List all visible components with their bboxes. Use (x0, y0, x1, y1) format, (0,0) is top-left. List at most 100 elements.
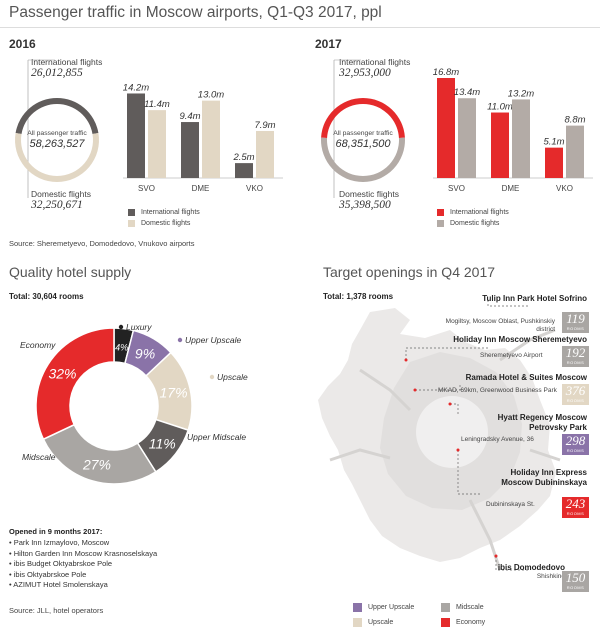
bars-2016: 14.2m 11.4m SVO 9.4m 13.0m DME 2.5m 7.9m VKO (123, 82, 283, 193)
marker-ramada (413, 388, 417, 392)
bar (148, 110, 166, 178)
bar-value-label: 11.4m (144, 99, 170, 110)
bar-value-label: 7.9m (254, 120, 275, 131)
slice-category-label: Upscale (217, 372, 248, 382)
legend-dot (179, 434, 185, 440)
year-2017-label: 2017 (315, 37, 342, 51)
bar-value-label: 16.8m (433, 67, 459, 78)
rooms-count: 119 (566, 311, 585, 326)
rooms-badge: 376 ROOMS (562, 384, 589, 405)
slice-value-label: 9% (135, 345, 155, 361)
openings-legend-left: Upper Upscale Upscale (353, 603, 453, 627)
hotel-address: Mogiltsy, Moscow Oblast, Pushkinskiy dis… (445, 318, 555, 333)
rooms-badge: 192 ROOMS (562, 346, 589, 367)
bar (458, 98, 476, 178)
legend-label: Midscale (456, 604, 484, 611)
openings-total: Total: 1,378 rooms (323, 292, 394, 301)
opening-item-hyatt: Hyatt Regency Moscow Petrovsky Park (467, 413, 587, 433)
legend-2017: International flights Domestic flights (437, 209, 509, 227)
hotel-supply-donut-chart: 4% 9% 17% 11% 27% 32% Luxury Upper Upscale Upsca… (20, 322, 248, 485)
rooms-badge: 119 ROOMS (562, 312, 589, 333)
opened-title: Opened in 9 months 2017: (9, 527, 103, 536)
category-label: VKO (246, 184, 263, 193)
bar-value-label: 9.4m (179, 111, 200, 122)
bar (566, 125, 584, 178)
rooms-label: ROOMS (566, 511, 585, 516)
list-item: Hilton Garden Inn Moscow Krasnoselskaya (9, 549, 157, 560)
opening-item-express: Holiday Inn Express Moscow Dubininskaya (487, 468, 587, 488)
opening-address-holiday-sheremetyevo: Sheremetyevo Airport (480, 352, 555, 360)
year-2016-label: 2016 (9, 37, 36, 51)
hotel-name: Ramada Hotel & Suites Moscow (465, 373, 587, 382)
hotel-name: Tulip Inn Park Hotel Sofrino (482, 294, 587, 303)
hotel-name: Holiday Inn Express Moscow Dubininskaya (501, 468, 587, 487)
category-label: SVO (448, 184, 465, 193)
hotel-source: Source: JLL, hotel operators (9, 606, 104, 615)
legend-item: Domestic flights (437, 220, 509, 227)
hotel-donut-labels: 4% 9% 17% 11% 27% 32% Luxury Upper Upscale Upsca… (20, 322, 248, 473)
hotel-donut (35, 327, 193, 485)
donut-center-label: All passenger traffic (27, 130, 87, 137)
bar-value-label: 14.2m (123, 82, 149, 93)
moscow-map (318, 300, 561, 571)
legend-item: Domestic flights (128, 220, 200, 227)
openings-title: Target openings in Q4 2017 (323, 264, 496, 280)
bar (491, 112, 509, 178)
legend-dot (62, 454, 68, 460)
legend-dot (118, 324, 124, 330)
opening-address-hyatt: Leningradsky Avenue, 36 (461, 436, 561, 444)
dom-label-2017: Domestic flights (339, 189, 399, 199)
bar (437, 78, 455, 178)
legend-swatch (441, 618, 450, 627)
legend-label: Upscale (368, 619, 394, 626)
slice-value-label: 17% (160, 385, 188, 401)
slice-value-label: 11% (149, 435, 176, 451)
slice-category-label: Midscale (22, 452, 56, 462)
slice-category-label: Upper Upscale (185, 335, 241, 345)
title-rule (0, 27, 600, 28)
rooms-count: 298 (565, 433, 586, 448)
legend-item: Upscale (353, 618, 453, 627)
opening-address-tulip: Mogiltsy, Moscow Oblast, Pushkinskiy dis… (435, 318, 555, 334)
bar (512, 99, 530, 178)
rooms-label: ROOMS (566, 326, 585, 331)
openings-legend-right: Midscale Economy (441, 603, 541, 627)
bar (202, 100, 220, 178)
traffic-donut-2017 (321, 98, 405, 182)
opening-item-ibis: ibis Domodedovo (465, 563, 565, 573)
hotel-address: Dubininskaya St. (486, 501, 535, 508)
ttk-ring (416, 396, 488, 468)
bar-value-label: 13.4m (454, 87, 480, 98)
legend-item: Economy (441, 618, 541, 627)
slice-category-label: Luxury (126, 322, 152, 332)
category-label: DME (502, 184, 520, 193)
opening-item-holiday-sheremetyevo: Holiday Inn Moscow Sheremetyevo (417, 335, 587, 345)
bar-value-label: 5.1m (543, 137, 564, 148)
legend-label: Domestic flights (141, 220, 191, 227)
hotel-supply-title: Quality hotel supply (9, 264, 132, 280)
category-label: VKO (556, 184, 573, 193)
category-label: SVO (138, 184, 155, 193)
legend-swatch (441, 603, 450, 612)
slice-value-label: 4% (115, 342, 128, 352)
opened-list: Park Inn Izmaylovo, Moscow Hilton Garden… (9, 538, 157, 591)
donut-center-value: 68,351,500 (335, 138, 391, 150)
legend-item: International flights (128, 209, 200, 216)
donut-slice (15, 98, 99, 134)
bar (127, 93, 145, 178)
rooms-label: ROOMS (566, 448, 585, 453)
slice-category-label: Upper Midscale (187, 432, 246, 442)
bars-2017: 16.8m 13.4m SVO 11.0m 13.2m DME 5.1m8.8m VKO (433, 67, 593, 193)
opening-item-ramada: Ramada Hotel & Suites Moscow (417, 373, 587, 383)
rooms-label: ROOMS (566, 585, 585, 590)
rooms-count: 243 (565, 496, 586, 511)
legend-swatch (128, 220, 135, 227)
rooms-badge: 243 ROOMS (562, 497, 589, 518)
donut-slice (42, 423, 157, 485)
legend-label: International flights (141, 209, 200, 216)
dom-value-2016: 32,250,671 (31, 199, 83, 211)
page-title: Passenger traffic in Moscow airports, Q1… (9, 4, 382, 21)
traffic-donut-2016 (15, 98, 100, 182)
hotel-name: ibis Domodedovo (497, 563, 565, 572)
marker-express (456, 448, 460, 452)
